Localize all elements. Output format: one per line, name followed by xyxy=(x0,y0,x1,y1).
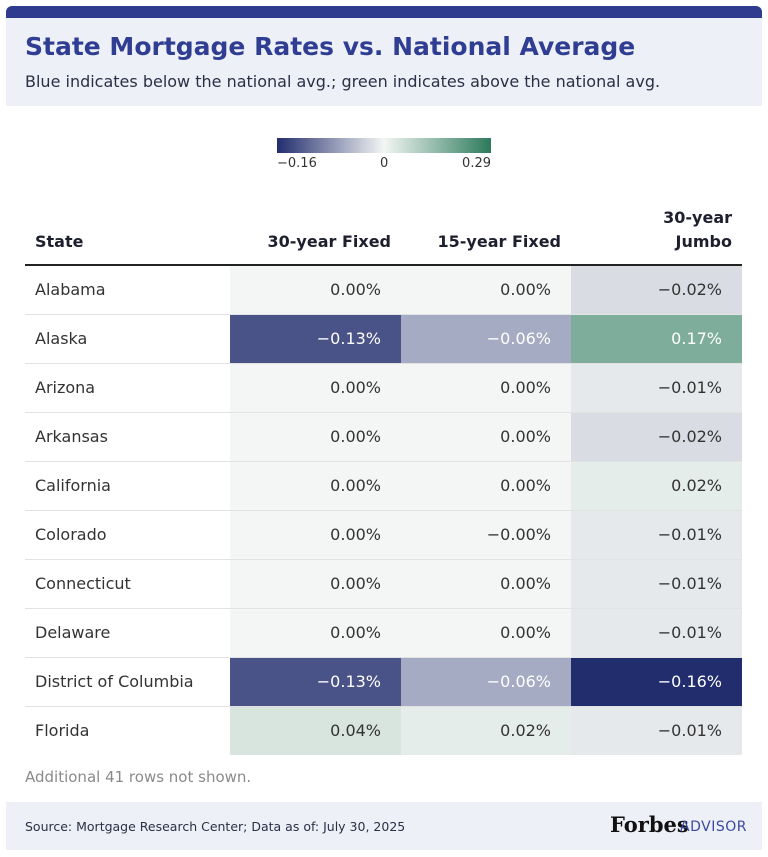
value-cell: −0.02% xyxy=(571,413,742,461)
row-rule xyxy=(25,657,742,658)
value-cell: −0.13% xyxy=(230,315,401,363)
state-cell: Alaska xyxy=(35,329,88,348)
state-cell: Connecticut xyxy=(35,574,131,593)
row-rule xyxy=(25,559,742,560)
footer-panel xyxy=(6,802,762,850)
state-cell: Colorado xyxy=(35,525,107,544)
legend-label: −0.16 xyxy=(277,156,317,171)
value-cell: −0.00% xyxy=(401,511,571,559)
value-cell: 0.00% xyxy=(230,609,401,657)
value-cell: −0.01% xyxy=(571,560,742,608)
value-cell: 0.00% xyxy=(230,364,401,412)
value-cell: 0.00% xyxy=(230,266,401,314)
value-cell: 0.00% xyxy=(401,413,571,461)
brand: Forbes xyxy=(610,812,689,837)
value-cell: 0.00% xyxy=(401,560,571,608)
value-cell: −0.06% xyxy=(401,658,571,706)
source: Source: Mortgage Research Center; Data a… xyxy=(25,819,406,834)
header-rule xyxy=(25,264,742,266)
legend-label: 0 xyxy=(380,156,389,171)
value-cell: 0.00% xyxy=(230,462,401,510)
row-rule xyxy=(25,510,742,511)
state-cell: Arizona xyxy=(35,378,96,397)
value-cell: 0.02% xyxy=(401,707,571,755)
state-cell: California xyxy=(35,476,111,495)
row-rule xyxy=(25,314,742,315)
column-header: 15-year Fixed xyxy=(437,232,561,251)
note: Additional 41 rows not shown. xyxy=(25,768,252,786)
state-cell: Delaware xyxy=(35,623,111,642)
value-cell: −0.01% xyxy=(571,609,742,657)
legend-label: 0.29 xyxy=(462,156,491,171)
value-cell: −0.01% xyxy=(571,707,742,755)
row-rule xyxy=(25,412,742,413)
value-cell: 0.00% xyxy=(230,413,401,461)
column-header: State xyxy=(35,232,84,251)
value-cell: −0.16% xyxy=(571,658,742,706)
column-header: 30-year Fixed xyxy=(267,232,391,251)
value-cell: 0.00% xyxy=(230,511,401,559)
state-cell: Alabama xyxy=(35,280,106,299)
row-rule xyxy=(25,608,742,609)
value-cell: −0.06% xyxy=(401,315,571,363)
value-cell: 0.17% xyxy=(571,315,742,363)
row-rule xyxy=(25,461,742,462)
state-cell: Arkansas xyxy=(35,427,108,446)
value-cell: 0.00% xyxy=(401,462,571,510)
brand-suffix: ADVISOR xyxy=(680,819,747,835)
value-cell: −0.02% xyxy=(571,266,742,314)
value-cell: −0.13% xyxy=(230,658,401,706)
value-cell: 0.04% xyxy=(230,707,401,755)
header-panel xyxy=(6,18,762,106)
column-header: 30-year Jumbo xyxy=(663,208,732,251)
subtitle: Blue indicates below the national avg.; … xyxy=(25,72,661,91)
legend-gradient xyxy=(277,138,491,153)
row-rule xyxy=(25,363,742,364)
value-cell: 0.02% xyxy=(571,462,742,510)
value-cell: 0.00% xyxy=(401,266,571,314)
value-cell: 0.00% xyxy=(230,560,401,608)
value-cell: −0.01% xyxy=(571,511,742,559)
top-bar xyxy=(6,6,762,18)
state-cell: Florida xyxy=(35,721,90,740)
value-cell: −0.01% xyxy=(571,364,742,412)
title: State Mortgage Rates vs. National Averag… xyxy=(25,32,636,61)
row-rule xyxy=(25,706,742,707)
value-cell: 0.00% xyxy=(401,609,571,657)
value-cell: 0.00% xyxy=(401,364,571,412)
state-cell: District of Columbia xyxy=(35,672,194,691)
